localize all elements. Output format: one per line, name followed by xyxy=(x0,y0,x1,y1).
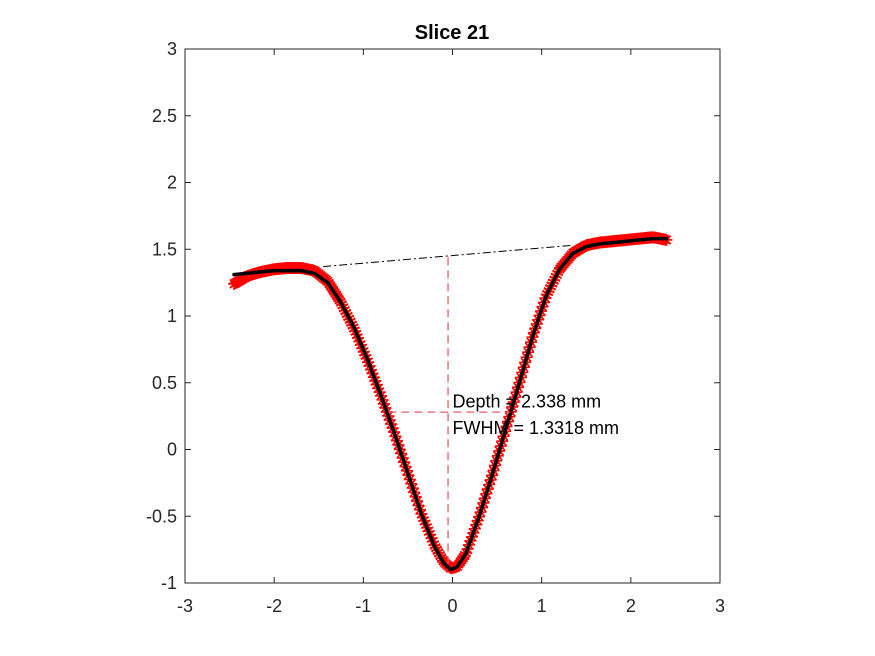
y-tick-label: 0 xyxy=(167,440,177,460)
fwhm-annotation: FWHM = 1.3318 mm xyxy=(453,418,620,438)
y-tick-label: 3 xyxy=(167,39,177,59)
x-tick-label: -3 xyxy=(177,596,193,616)
plot-area xyxy=(228,231,673,575)
y-tick-label: 2 xyxy=(167,173,177,193)
depth-annotation: Depth = 2.338 mm xyxy=(453,391,602,411)
measured-markers xyxy=(228,231,673,575)
annotations: Depth = 2.338 mm FWHM = 1.3318 mm xyxy=(453,391,620,438)
y-tick-label: 1.5 xyxy=(152,239,177,259)
y-tick-label: -1 xyxy=(161,573,177,593)
fit-line xyxy=(232,236,669,572)
x-tick-label: 0 xyxy=(447,596,457,616)
y-tick-label: 2.5 xyxy=(152,106,177,126)
chart-title: Slice 21 xyxy=(415,22,490,44)
axes-box xyxy=(184,48,721,584)
y-tick-label: 1 xyxy=(167,306,177,326)
y-tick-label: 0.5 xyxy=(152,373,177,393)
x-tick-label: 2 xyxy=(626,596,636,616)
x-tick-label: 1 xyxy=(537,596,547,616)
y-tick-label: -0.5 xyxy=(146,506,177,526)
x-tick-label: -2 xyxy=(266,596,282,616)
baseline-line xyxy=(323,244,573,268)
x-tick-label: -1 xyxy=(355,596,371,616)
x-tick-label: 3 xyxy=(715,596,725,616)
axes: -3 -2 -1 0 1 2 3 -1 -0.5 0 0.5 1 1.5 2 2.5 3 xyxy=(146,39,725,616)
